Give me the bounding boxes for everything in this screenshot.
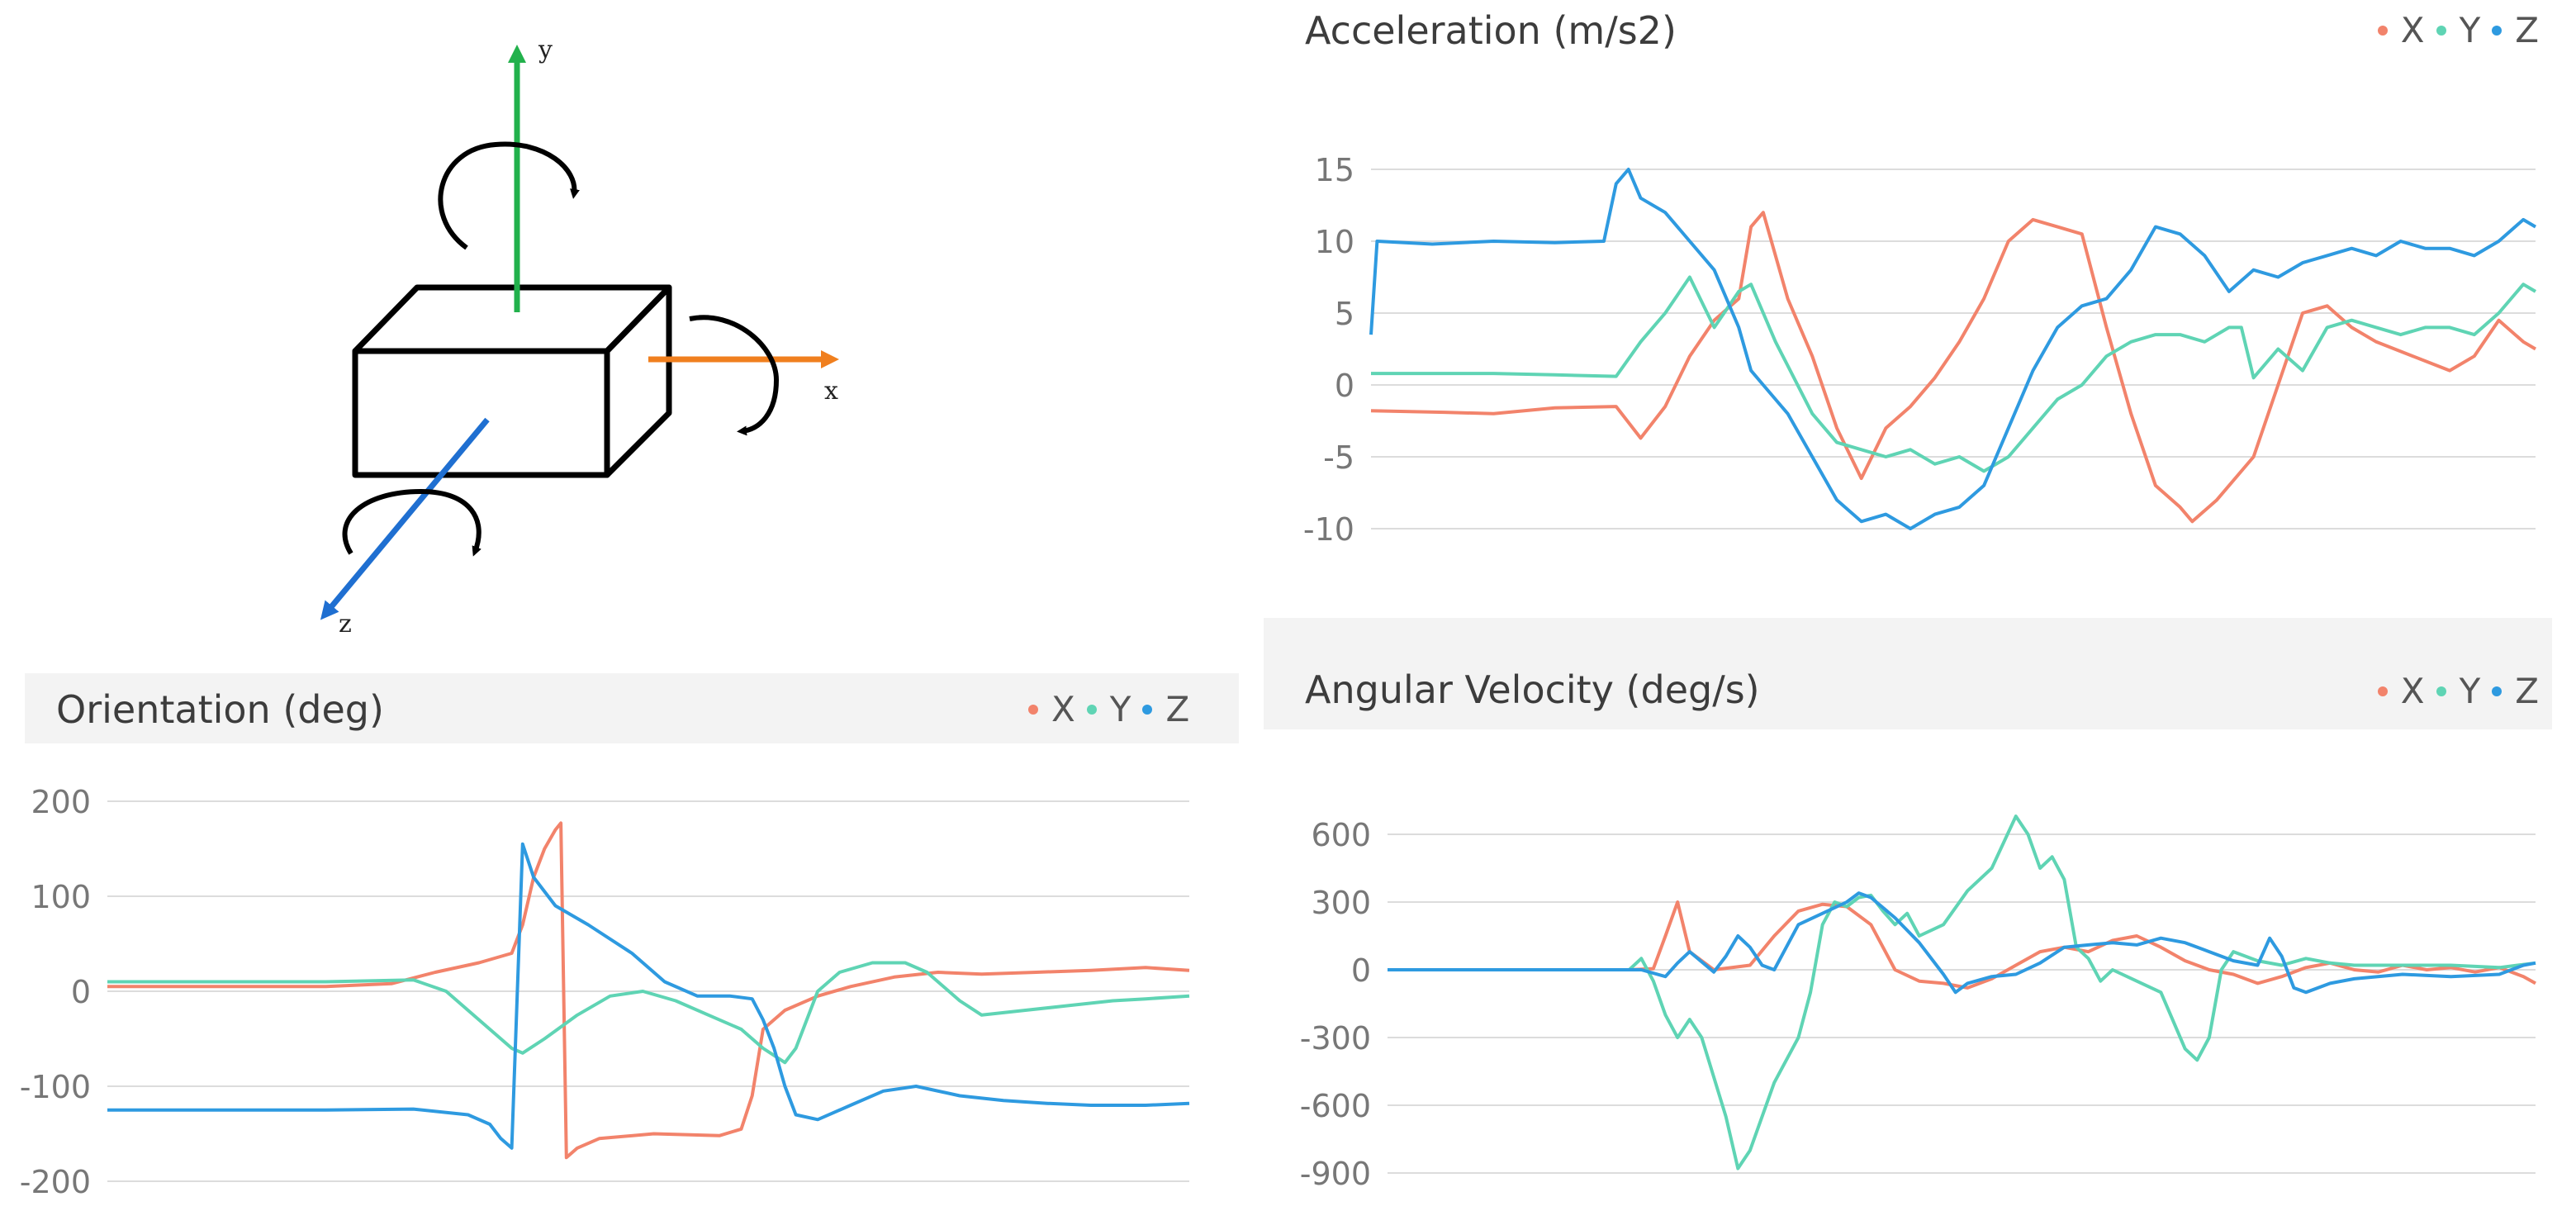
- legend-item-y: Y: [2436, 10, 2481, 50]
- orientation-chart: 200 100 0 -100 -200: [20, 784, 1190, 1200]
- legend-dot-x: [2377, 25, 2388, 36]
- series-line-x: [107, 821, 1190, 1160]
- orientation-chart-title: Orientation (deg): [56, 687, 384, 732]
- angular-velocity-chart-title: Angular Velocity (deg/s): [1305, 667, 1760, 712]
- y-tick-label: -600: [1300, 1088, 1371, 1124]
- legend-item-y: Y: [2436, 671, 2481, 711]
- series-line-z: [1388, 891, 2536, 995]
- legend-dot-y: [1086, 704, 1097, 715]
- legend-label-z: Z: [2515, 671, 2539, 711]
- y-tick-label: 5: [1335, 296, 1354, 332]
- legend-item-x: X: [1028, 689, 1075, 729]
- legend-dot-z: [2492, 686, 2502, 696]
- y-tick-label: 200: [31, 784, 91, 820]
- legend-label-x: X: [2400, 671, 2425, 711]
- coordinate-axes-diagram: y x z: [320, 36, 839, 639]
- z-axis-arrow: [320, 417, 490, 620]
- z-axis-label: z: [339, 610, 352, 639]
- y-tick-label: -5: [1323, 439, 1354, 476]
- y-axis-label: y: [538, 36, 553, 64]
- series-line-x: [1388, 900, 2536, 990]
- legend-dot-z: [1142, 704, 1153, 715]
- x-axis-label: x: [824, 377, 838, 406]
- x-rotation-arrow: [689, 315, 780, 436]
- angular-velocity-chart: 600 300 0 -300 -600 -900: [1300, 814, 2536, 1192]
- legend-item-z: Z: [1142, 689, 1189, 729]
- legend-label-x: X: [2400, 10, 2425, 50]
- legend-dot-y: [2436, 686, 2446, 696]
- y-tick-label: 0: [1335, 368, 1354, 404]
- cuboid-shape: [352, 284, 672, 478]
- y-tick-label: 300: [1311, 885, 1371, 921]
- z-rotation-arrow: [342, 488, 482, 557]
- legend-label-z: Z: [2515, 10, 2539, 50]
- y-tick-label: 0: [71, 974, 91, 1010]
- series-line-y: [1371, 275, 2537, 473]
- legend-label-z: Z: [1165, 689, 1190, 729]
- y-tick-label: 15: [1315, 152, 1354, 188]
- orientation-chart-legend: X Y Z: [1028, 689, 1189, 729]
- legend-dot-x: [1028, 704, 1038, 715]
- legend-label-y: Y: [2459, 10, 2481, 50]
- angular-velocity-chart-header: [1264, 618, 2552, 729]
- series-line-z: [1369, 168, 2537, 530]
- y-tick-label: -900: [1300, 1156, 1371, 1192]
- legend-item-z: Z: [2492, 10, 2539, 50]
- legend-item-x: X: [2377, 10, 2425, 50]
- y-tick-label: -300: [1300, 1020, 1371, 1057]
- y-rotation-arrow: [438, 141, 580, 250]
- legend-dot-y: [2436, 25, 2446, 36]
- series-line-z: [107, 842, 1190, 1150]
- acceleration-chart-title: Acceleration (m/s2): [1305, 8, 1677, 53]
- series-line-x: [1370, 211, 2537, 524]
- legend-label-y: Y: [1109, 689, 1131, 729]
- angular-velocity-chart-legend: X Y Z: [2377, 671, 2539, 711]
- acceleration-chart-legend: X Y Z: [2377, 10, 2539, 50]
- y-tick-label: 100: [31, 879, 91, 915]
- legend-item-y: Y: [1086, 689, 1131, 729]
- y-tick-label: 0: [1351, 952, 1371, 989]
- legend-label-y: Y: [2459, 671, 2481, 711]
- legend-dot-z: [2492, 25, 2502, 36]
- y-tick-label: 10: [1315, 224, 1354, 260]
- legend-item-x: X: [2377, 671, 2425, 711]
- acceleration-chart: 15 10 5 0 -5 -10: [1303, 152, 2537, 548]
- series-line-y: [1388, 814, 2536, 1171]
- acceleration-chart-panel: Acceleration (m/s2) X Y Z: [1264, 0, 2576, 578]
- y-tick-label: 600: [1311, 817, 1371, 853]
- legend-dot-x: [2377, 686, 2388, 696]
- y-tick-label: -10: [1303, 511, 1354, 548]
- legend-item-z: Z: [2492, 671, 2539, 711]
- y-tick-label: -200: [20, 1164, 91, 1200]
- legend-label-x: X: [1051, 689, 1075, 729]
- y-tick-label: -100: [20, 1069, 91, 1105]
- series-line-y: [107, 961, 1190, 1065]
